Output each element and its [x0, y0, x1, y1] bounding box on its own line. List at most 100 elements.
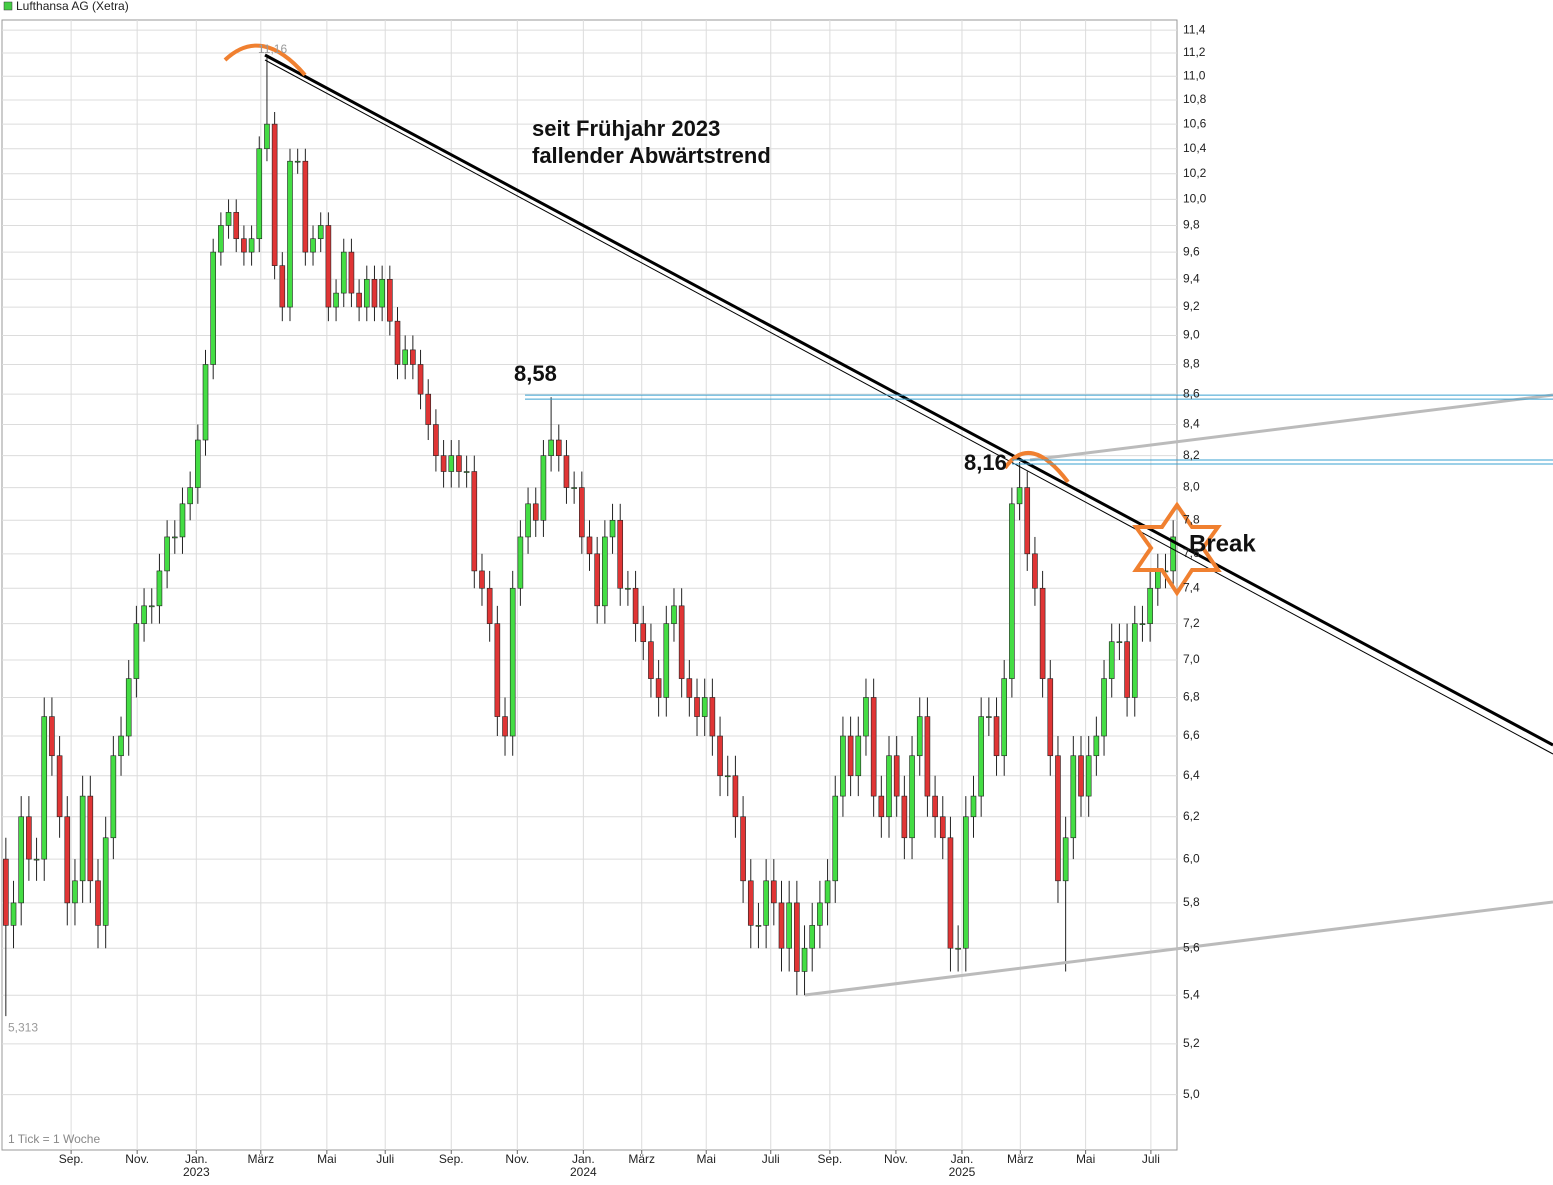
y-tick-label: 7,2	[1183, 616, 1200, 630]
y-tick-label: 11,0	[1183, 68, 1206, 82]
candle-body	[486, 587, 493, 624]
candle-body	[1170, 536, 1176, 572]
candle-body	[264, 123, 270, 150]
candle-body	[548, 439, 554, 456]
candle-body	[886, 755, 892, 818]
candle-body	[133, 623, 140, 679]
x-tick-label: Mai	[317, 1152, 336, 1166]
year-label: 2025	[949, 1165, 976, 1179]
x-tick-label: Nov.	[884, 1152, 908, 1166]
overlay: 11,16 5,313	[8, 42, 1553, 1034]
candle-body	[56, 755, 63, 818]
candle-body	[778, 902, 785, 949]
candle-body	[371, 278, 378, 308]
y-tick-label: 9,6	[1183, 244, 1200, 258]
candle-body	[986, 716, 992, 718]
candle-body	[425, 393, 432, 425]
candle-body	[555, 439, 562, 456]
candle-body	[701, 697, 708, 717]
candle-body	[563, 455, 570, 488]
y-tick-label: 6,0	[1183, 851, 1200, 865]
candle-body	[939, 816, 946, 839]
candle-body	[1147, 587, 1153, 624]
candle-body	[678, 605, 685, 679]
break-label: Break	[1189, 530, 1256, 557]
candle-body	[1078, 755, 1084, 797]
plot-area	[1, 19, 1178, 1151]
y-tick-label: 9,2	[1183, 299, 1200, 313]
candle-body	[348, 251, 355, 294]
y-tick-label: 6,8	[1183, 690, 1200, 704]
candle-body	[241, 238, 247, 253]
candle-body	[218, 225, 224, 253]
note: 1 Tick = 1 Woche	[8, 1132, 100, 1146]
candle-body	[102, 837, 109, 926]
candle-body	[824, 880, 831, 904]
candle-body	[932, 795, 938, 818]
x-tick-label: Sep.	[439, 1152, 464, 1166]
candle-body	[202, 364, 209, 441]
candle-body	[717, 735, 723, 777]
candle-body	[970, 795, 977, 818]
candle-body	[433, 424, 439, 456]
candle-body	[847, 735, 854, 777]
candle-body	[410, 349, 416, 365]
candle-body	[233, 212, 240, 240]
y-tick-label: 8,4	[1183, 417, 1200, 431]
candle-body	[1108, 641, 1115, 679]
candle-body	[1124, 641, 1130, 698]
candle-body	[279, 265, 286, 308]
candle-body	[171, 536, 178, 539]
candle-body	[532, 503, 539, 521]
candle-body	[916, 716, 923, 757]
y-tick-label: 10,8	[1183, 92, 1207, 106]
candle-body	[302, 160, 309, 253]
y-tick-label: 5,2	[1183, 1036, 1200, 1050]
candle-body	[10, 902, 17, 926]
candle-body	[1093, 735, 1100, 757]
price-label: 11,16	[258, 42, 287, 56]
candle-body	[993, 716, 1000, 757]
candle-body	[909, 755, 915, 839]
comment: seit Frühjahr 2023	[532, 116, 720, 141]
candle-body	[256, 148, 263, 240]
x-tick-label: März	[628, 1152, 655, 1166]
x-tick-label: Juli	[1142, 1152, 1160, 1166]
x-tick-label: Sep.	[59, 1152, 84, 1166]
x-tick-label: Nov.	[505, 1152, 529, 1166]
candle-body	[594, 553, 600, 607]
candle-body	[863, 697, 869, 737]
legend-swatch	[3, 1, 13, 11]
candle-body	[694, 697, 700, 717]
candle-body	[225, 212, 232, 226]
candle-body	[72, 880, 78, 904]
candle-body	[648, 641, 654, 679]
candle-body	[509, 587, 516, 737]
candle-body	[3, 858, 9, 926]
x-tick-label: Jan.	[951, 1152, 974, 1166]
candle-body	[294, 160, 301, 163]
y-tick-label: 6,2	[1183, 809, 1200, 823]
candle-body	[141, 605, 147, 624]
x-tick-label: Mai	[1076, 1152, 1095, 1166]
candle-body	[33, 858, 40, 861]
peak-arc	[1003, 450, 1070, 484]
candle-body	[1116, 641, 1123, 644]
y-tick-label: 8,8	[1183, 357, 1200, 371]
candle-body	[755, 925, 762, 927]
candle-body	[402, 349, 408, 365]
candle-body	[164, 536, 170, 572]
level-label: 8,16	[964, 450, 1007, 475]
y-tick-label: 10,2	[1183, 166, 1207, 180]
candle-body	[471, 471, 478, 572]
y-tick-label: 5,8	[1183, 895, 1200, 909]
y-tick-label: 9,4	[1183, 271, 1200, 285]
candle-body	[1055, 755, 1061, 882]
candle-body	[1062, 837, 1069, 882]
candle-body	[517, 536, 524, 589]
candle-body	[801, 947, 808, 972]
y-tick-label: 8,2	[1183, 448, 1200, 462]
comment: fallender Abwärtstrend	[532, 143, 771, 168]
candle-body	[494, 623, 501, 717]
candle-body	[525, 503, 531, 538]
